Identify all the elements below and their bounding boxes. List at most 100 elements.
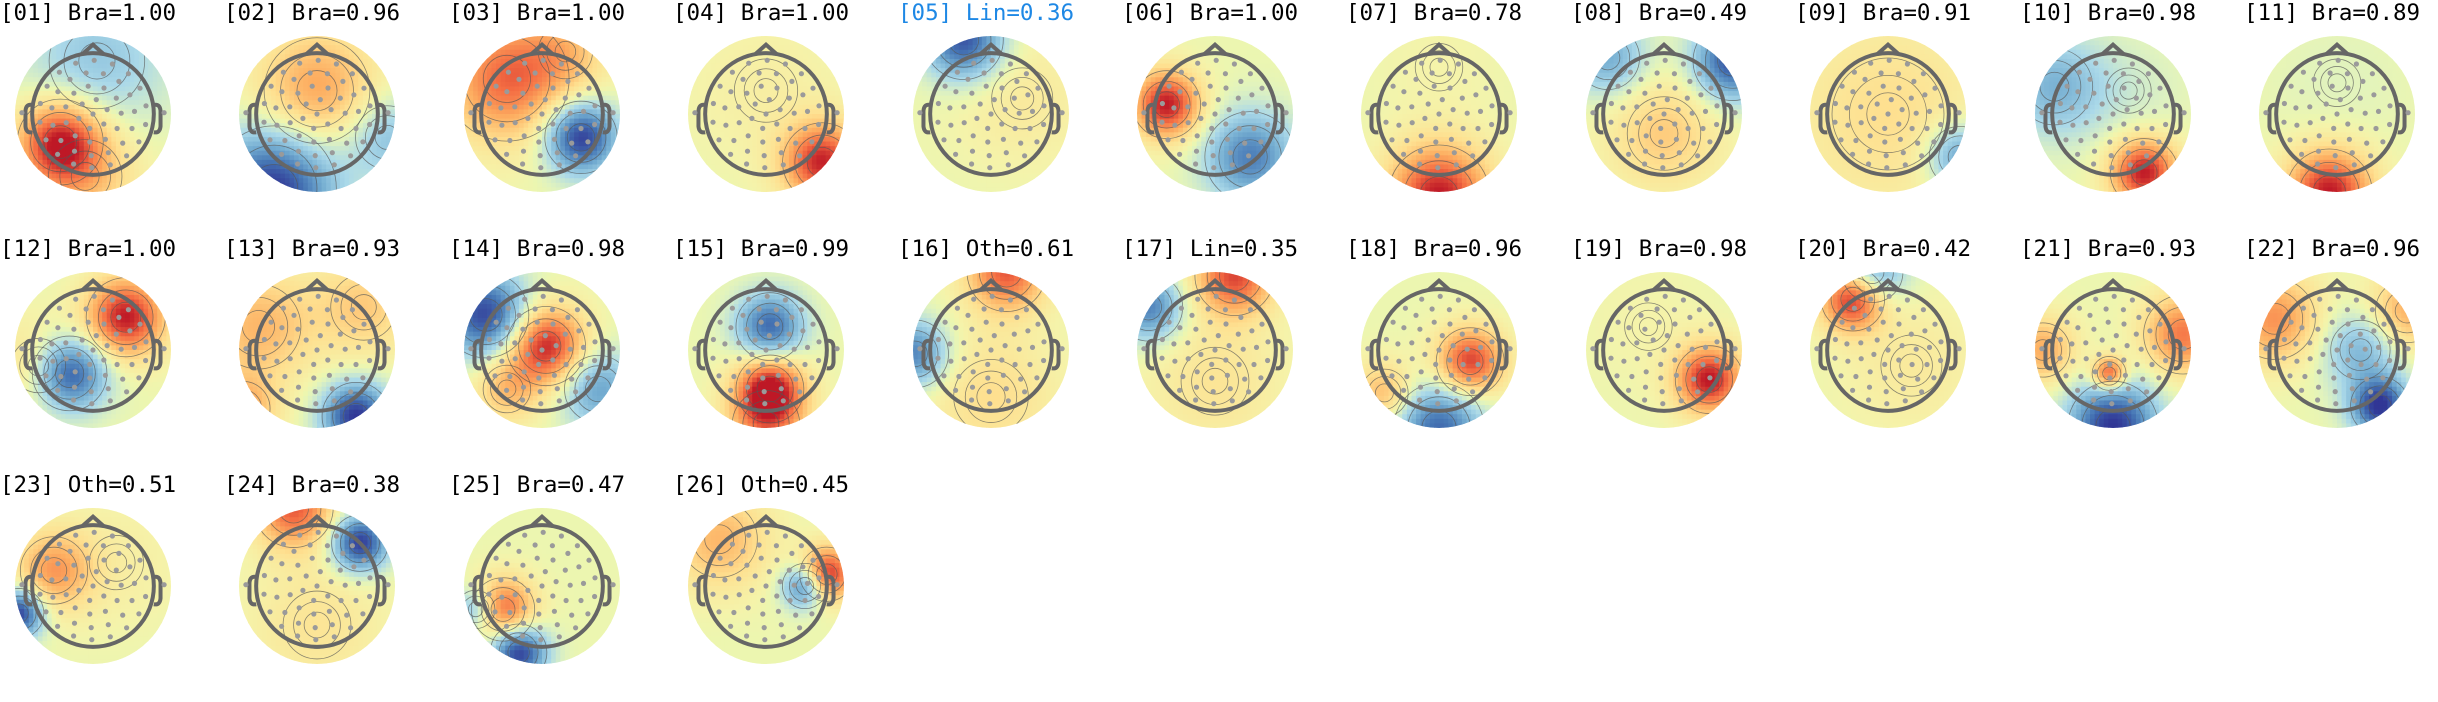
- sensor-dot: [536, 375, 541, 380]
- sensor-dot: [1198, 116, 1203, 121]
- sensor-dot: [1433, 139, 1438, 144]
- sensor-dot: [94, 569, 99, 574]
- sensor-dot: [538, 401, 543, 406]
- sensor-dot: [45, 556, 50, 561]
- component-cell: [07] Bra=0.78: [1346, 0, 1570, 230]
- sensor-dot: [1251, 126, 1256, 131]
- sensor-dot: [592, 594, 597, 599]
- component-cell: [08] Bra=0.49: [1571, 0, 1795, 230]
- sensor-dot: [744, 633, 749, 638]
- sensor-dot: [1714, 103, 1719, 108]
- sensor-dot: [80, 101, 85, 106]
- sensor-dot: [273, 341, 278, 346]
- sensor-dot: [1460, 96, 1465, 101]
- sensor-dot: [1228, 386, 1233, 391]
- sensor-dot: [348, 625, 353, 630]
- sensor-dot: [1478, 109, 1483, 114]
- sensor-dot: [2092, 385, 2097, 390]
- sensor-dot: [1177, 388, 1182, 393]
- sensor-dot: [787, 568, 792, 573]
- sensor-dot: [760, 362, 765, 367]
- sensor-dot: [789, 79, 794, 84]
- sensor-dot: [58, 138, 63, 143]
- sensor-dot: [1223, 357, 1228, 362]
- sensor-dot: [723, 359, 728, 364]
- sensor-dot: [550, 85, 555, 90]
- sensor-dot: [1703, 345, 1708, 350]
- sensor-dot: [538, 165, 543, 170]
- sensor-dot: [1259, 322, 1264, 327]
- sensor-dot: [101, 85, 106, 90]
- sensor-dot: [71, 327, 76, 332]
- sensor-dot: [1202, 337, 1207, 342]
- sensor-dot: [2107, 139, 2112, 144]
- sensor-dot: [1626, 152, 1631, 157]
- sensor-dot: [1404, 138, 1409, 143]
- sensor-dot: [1060, 110, 1065, 115]
- sensor-dot: [2349, 343, 2354, 348]
- sensor-dot: [327, 137, 332, 142]
- component-label: [05] Lin=0.36: [898, 0, 1074, 26]
- sensor-dot: [1687, 315, 1692, 320]
- sensor-dot: [611, 110, 616, 115]
- sensor-dot: [1447, 357, 1452, 362]
- sensor-dot: [262, 101, 267, 106]
- sensor-dot: [353, 362, 358, 367]
- sensor-dot: [274, 359, 279, 364]
- topomap: [2253, 30, 2421, 198]
- component-label: [07] Bra=0.78: [1346, 0, 1522, 26]
- sensor-dot: [1027, 126, 1032, 131]
- sensor-dot: [762, 389, 767, 394]
- sensor-dot: [367, 122, 372, 127]
- sensor-dot: [999, 357, 1004, 362]
- topomap: [682, 266, 850, 434]
- sensor-dot: [1590, 110, 1595, 115]
- sensor-dot: [1008, 61, 1013, 66]
- sensor-dot: [1189, 77, 1194, 82]
- sensor-dot: [1896, 307, 1901, 312]
- sensor-dot: [71, 91, 76, 96]
- sensor-dot: [1236, 96, 1241, 101]
- sensor-dot: [2104, 306, 2109, 311]
- sensor-dot: [72, 385, 77, 390]
- sensor-dot: [106, 150, 111, 155]
- sensor-dot: [722, 577, 727, 582]
- sensor-dot: [2371, 328, 2376, 333]
- sensor-dot: [367, 339, 372, 344]
- sensor-dot: [1658, 362, 1663, 367]
- sensor-dot: [1248, 71, 1253, 76]
- sensor-dot: [1924, 362, 1929, 367]
- sensor-dot: [1620, 105, 1625, 110]
- sensor-dot: [999, 121, 1004, 126]
- sensor-dot: [736, 104, 741, 109]
- sensor-dot: [84, 306, 89, 311]
- sensor-dot: [1165, 373, 1170, 378]
- sensor-dot: [72, 149, 77, 154]
- sensor-dot: [1246, 389, 1251, 394]
- sensor-dot: [1419, 297, 1424, 302]
- sensor-dot: [568, 111, 573, 116]
- sensor-dot: [498, 341, 503, 346]
- sensor-dot: [692, 110, 697, 115]
- sensor-dot: [325, 71, 330, 76]
- sensor-dot: [541, 58, 546, 63]
- sensor-dot: [504, 624, 509, 629]
- sensor-dot: [536, 611, 541, 616]
- sensor-dot: [1265, 339, 1270, 344]
- sensor-dot: [2349, 107, 2354, 112]
- sensor-dot: [1714, 358, 1719, 363]
- sensor-dot: [1433, 362, 1438, 367]
- sensor-dot: [552, 137, 557, 142]
- sensor-dot: [1451, 343, 1456, 348]
- sensor-dot: [1186, 120, 1191, 125]
- sensor-dot: [330, 150, 335, 155]
- sensor-dot: [541, 294, 546, 299]
- sensor-dot: [92, 530, 97, 535]
- sensor-dot: [1672, 321, 1677, 326]
- sensor-dot: [1212, 111, 1217, 116]
- sensor-dot: [89, 637, 94, 642]
- sensor-dot: [760, 126, 765, 131]
- sensor-dot: [282, 610, 287, 615]
- sensor-dot: [143, 103, 148, 108]
- sensor-dot: [731, 610, 736, 615]
